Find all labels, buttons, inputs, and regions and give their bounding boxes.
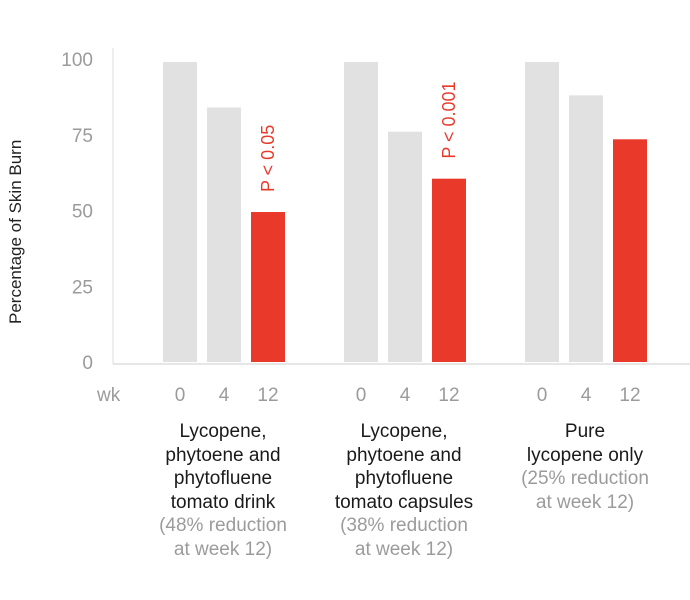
group-label-3: Pure lycopene only (25% reduction at wee… <box>490 420 680 514</box>
week-tick-group2-4: 4 <box>400 385 411 406</box>
y-tick-label-0: 0 <box>82 353 93 374</box>
week-tick-group2-0: 0 <box>356 385 367 406</box>
week-tick-group2-12: 12 <box>438 385 459 406</box>
week-tick-group1-4: 4 <box>219 385 230 406</box>
bar-group2-week12 <box>432 178 466 362</box>
bar-group3-week12 <box>613 139 647 362</box>
bar-group2-week4 <box>388 131 422 362</box>
week-tick-group3-12: 12 <box>619 385 640 406</box>
bar-group1-week12 <box>251 212 285 362</box>
y-tick-label-75: 75 <box>72 126 93 147</box>
p-value-annotation-group2: P < 0.001 <box>439 81 459 158</box>
bar-group3-week0 <box>525 62 559 362</box>
y-tick-label-100: 100 <box>61 50 93 71</box>
y-tick-label-25: 25 <box>72 277 93 298</box>
y-axis-label: Percentage of Skin Burn <box>6 139 25 324</box>
group-label-1: Lycopene, phytoene and phytofluene tomat… <box>128 420 318 561</box>
group-note-2: (38% reduction at week 12) <box>340 515 468 560</box>
group-note-1: (48% reduction at week 12) <box>159 515 287 560</box>
bar-group2-week0 <box>344 62 378 362</box>
week-tick-group1-0: 0 <box>175 385 186 406</box>
week-tick-group3-0: 0 <box>537 385 548 406</box>
p-value-annotation-group1: P < 0.05 <box>258 125 278 192</box>
group-name-3: Pure lycopene only <box>526 421 644 466</box>
bar-group3-week4 <box>569 95 603 363</box>
y-tick-label-50: 50 <box>72 202 93 223</box>
week-tick-group1-12: 12 <box>257 385 278 406</box>
group-name-1: Lycopene, phytoene and phytofluene tomat… <box>165 421 281 513</box>
group-name-2: Lycopene, phytoene and phytofluene tomat… <box>334 421 474 513</box>
group-label-2: Lycopene, phytoene and phytofluene tomat… <box>309 420 499 561</box>
week-tick-group3-4: 4 <box>581 385 592 406</box>
week-axis-label: wk <box>96 385 121 406</box>
group-note-3: (25% reduction at week 12) <box>521 468 649 513</box>
bar-group1-week4 <box>207 107 241 362</box>
bar-group1-week0 <box>163 62 197 362</box>
